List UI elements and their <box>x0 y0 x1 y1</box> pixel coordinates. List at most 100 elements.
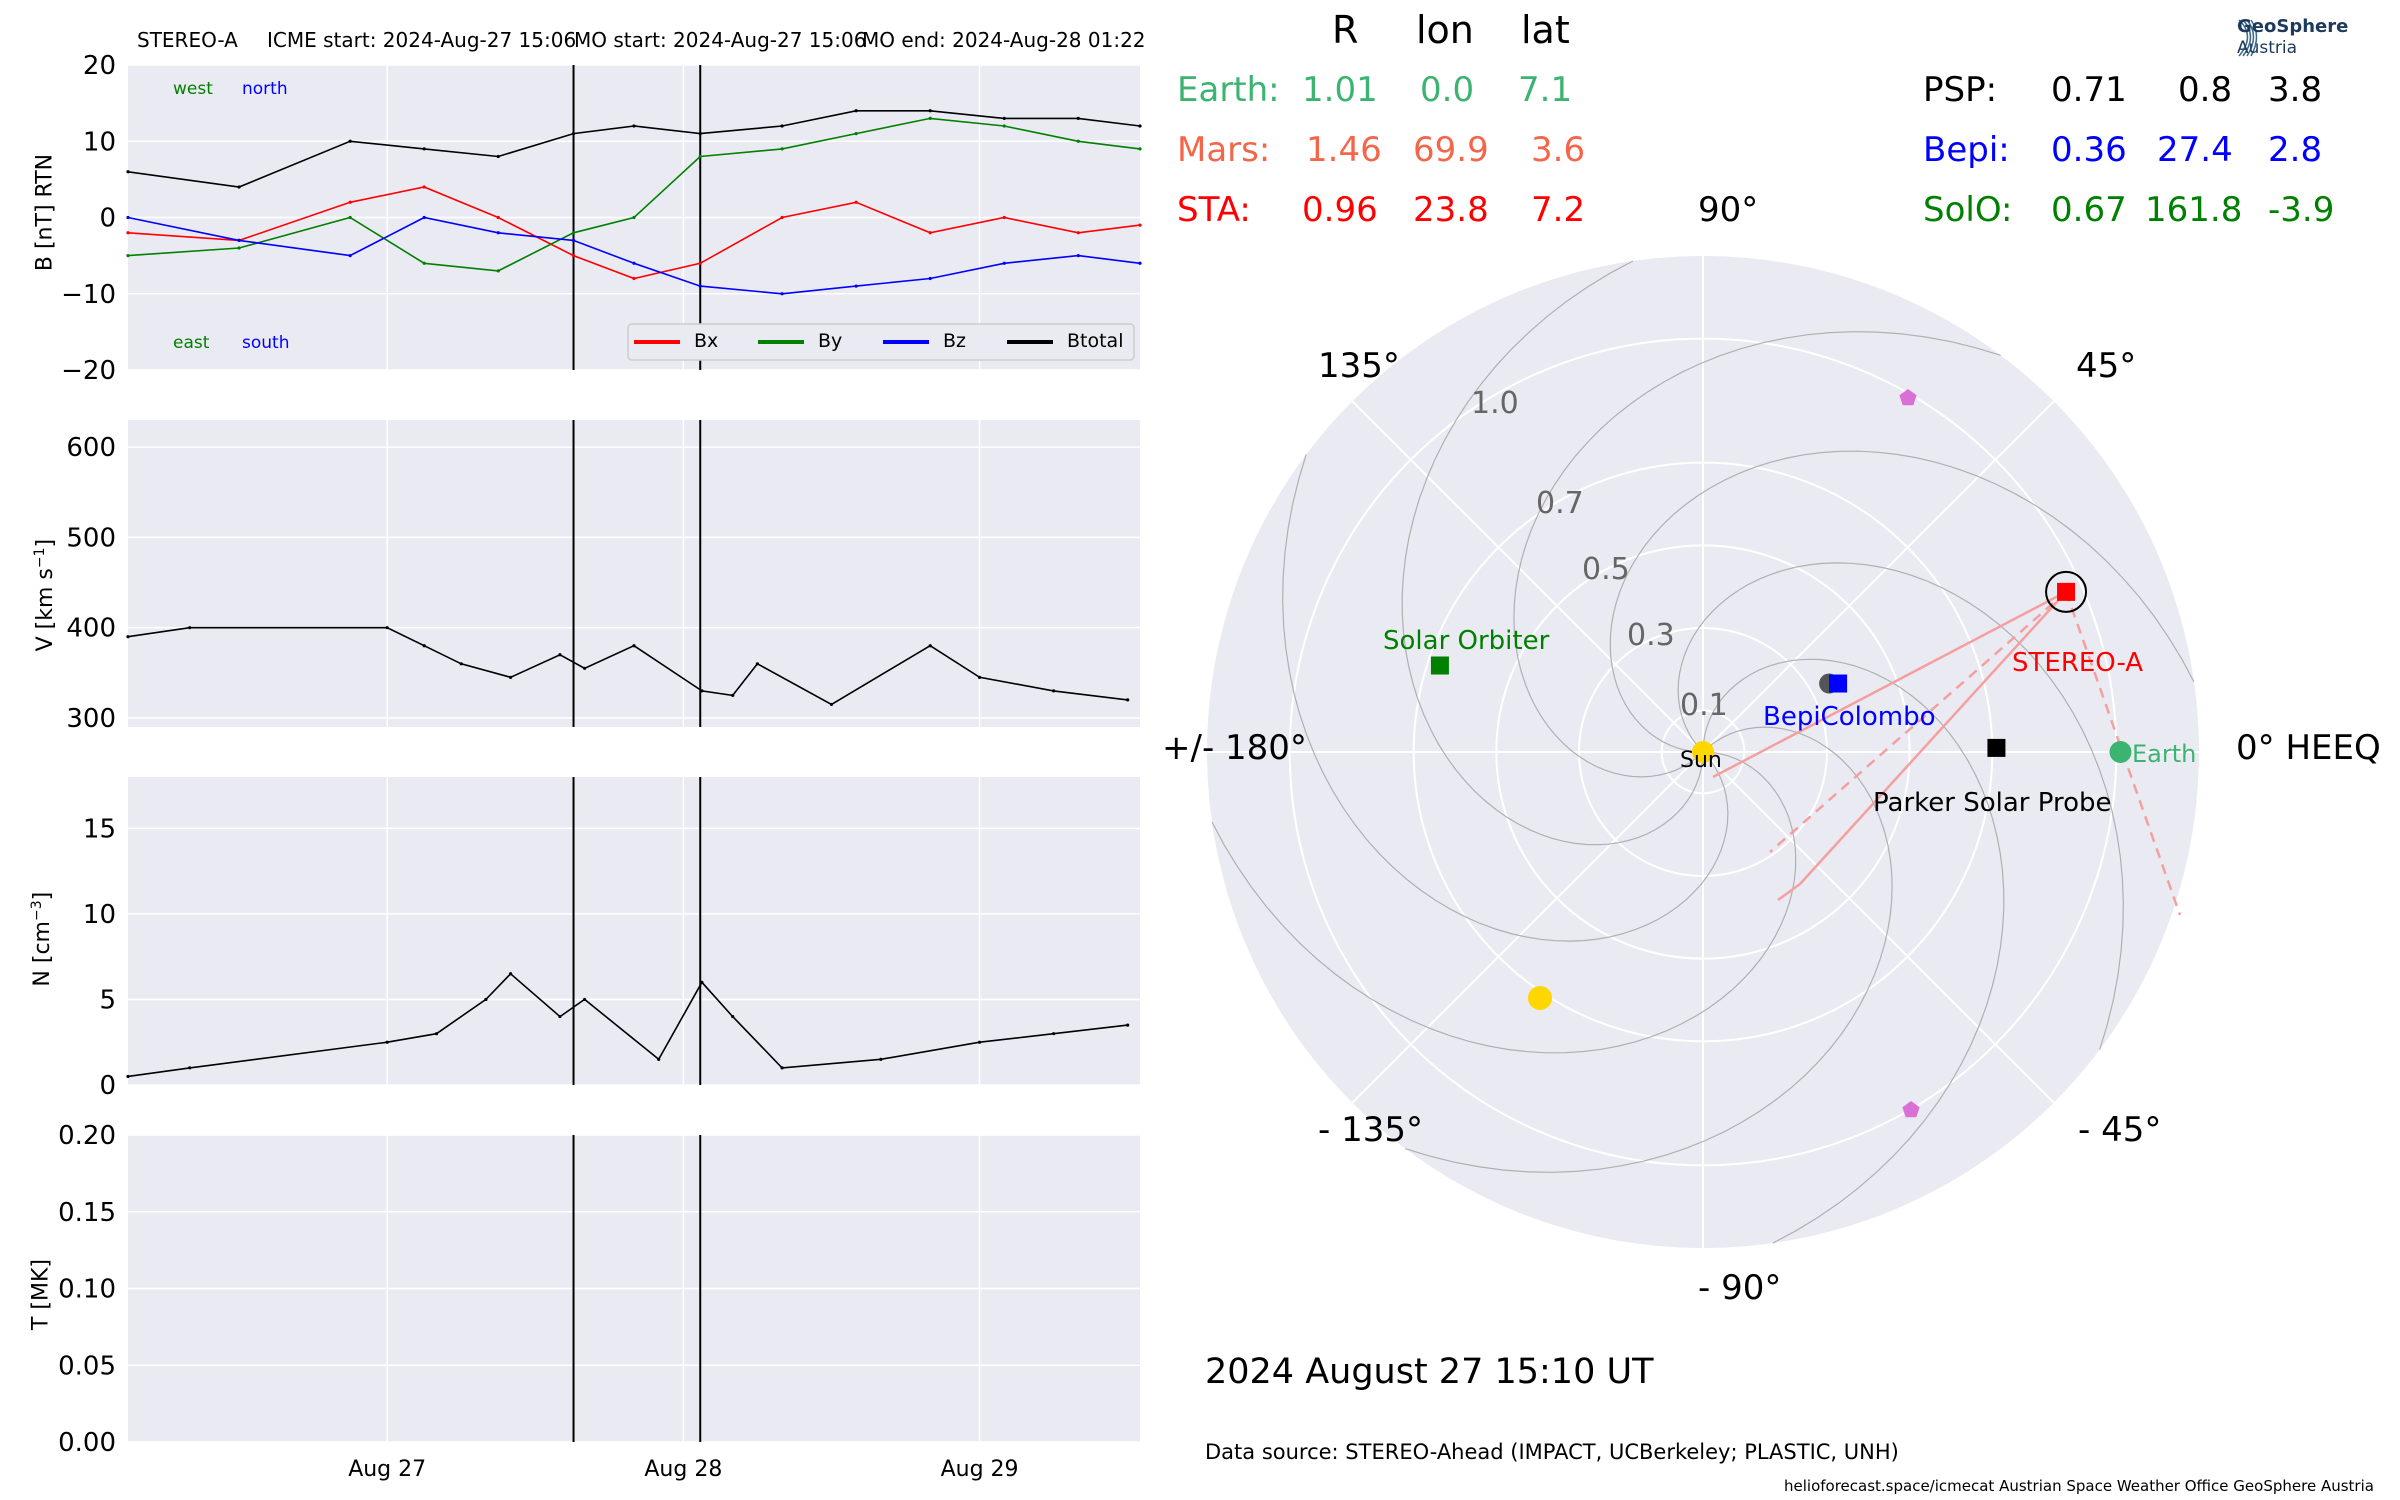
data-point-bx <box>571 254 576 258</box>
data-point-by <box>632 215 636 220</box>
rtick-0-7: 0.7 <box>1536 486 1584 521</box>
row-sta-name: STA: <box>1177 190 1251 230</box>
xtick-label: Aug 29 <box>941 1457 1019 1482</box>
row-sta-lon: 23.8 <box>1413 190 1489 230</box>
angle-label-45: 45° <box>2076 346 2137 386</box>
data-point-by <box>698 154 702 159</box>
data-point-bz <box>348 254 352 258</box>
data-point-btotal <box>1076 116 1080 120</box>
data-point-btotal <box>571 132 576 136</box>
row-earth-name: Earth: <box>1177 70 1280 110</box>
data-point-by <box>928 116 932 120</box>
legend-btotal-label: Btotal <box>1067 330 1124 352</box>
data-point-v <box>632 644 636 648</box>
data-point-n <box>657 1057 661 1061</box>
data-point-btotal <box>126 170 130 174</box>
rtick-0-1: 0.1 <box>1680 688 1728 723</box>
data-point-n <box>385 1040 389 1044</box>
label-psp: Parker Solar Probe <box>1873 788 2112 818</box>
data-point-v <box>422 644 426 648</box>
timestamp: 2024 August 27 15:10 UT <box>1205 1352 1654 1392</box>
data-point-v <box>459 662 463 666</box>
solo-marker <box>1430 656 1449 675</box>
polar-spoke <box>1702 751 2055 1104</box>
rtick-0-5: 0.5 <box>1582 552 1630 587</box>
data-point-n <box>1052 1032 1056 1036</box>
parker-spiral <box>1405 726 1893 1173</box>
data-point-bz <box>1076 254 1080 258</box>
data-point-bz <box>1138 261 1142 265</box>
legend-bz-label: Bz <box>943 330 967 352</box>
data-source: Data source: STEREO-Ahead (IMPACT, UCBer… <box>1205 1440 1899 1464</box>
logo-stroke <box>2246 19 2255 57</box>
logo-line2: Austria <box>2237 38 2298 58</box>
data-point-n <box>700 980 704 984</box>
logo-stroke <box>2250 19 2258 57</box>
row-solo-lon: 161.8 <box>2145 190 2243 230</box>
data-point-v <box>977 675 982 679</box>
data-point-by <box>422 261 426 265</box>
earth-marker <box>2109 741 2132 763</box>
ytick-label: −20 <box>61 356 116 386</box>
ytick-label: 0.05 <box>58 1351 116 1381</box>
header-mo-end: MO end: 2024-Aug-28 01:22 <box>862 28 1146 52</box>
parker-spiral <box>1282 454 1729 942</box>
data-point-by <box>1076 139 1080 143</box>
data-point-v <box>558 653 562 657</box>
data-point-bz <box>780 292 784 296</box>
data-point-v <box>731 693 735 697</box>
data-point-bx <box>1138 223 1142 227</box>
row-bepi-lat: 2.8 <box>2268 130 2323 170</box>
legend-by-label: By <box>818 330 843 352</box>
data-point-bx <box>1076 231 1080 235</box>
ytick-label: 5 <box>99 985 116 1015</box>
table-header-lon: lon <box>1416 8 1474 52</box>
data-point-bz <box>698 284 702 288</box>
label-east: east <box>173 333 210 353</box>
header-icme-start: ICME start: 2024-Aug-27 15:06 <box>267 28 577 52</box>
data-point-btotal <box>928 109 932 113</box>
venus-marker <box>1528 986 1552 1010</box>
angle-label-180: +/- 180° <box>1162 728 1307 768</box>
sta-fov-line <box>1777 882 1801 902</box>
data-point-by <box>571 231 576 235</box>
ytick-label: 600 <box>66 433 116 463</box>
data-point-bz <box>496 231 500 235</box>
label-south: south <box>242 333 290 353</box>
data-point-bz <box>632 261 636 265</box>
row-earth-lon: 0.0 <box>1420 70 1475 110</box>
data-point-bx <box>632 276 636 281</box>
table-header-lat: lat <box>1521 8 1570 52</box>
series-line-btotal <box>127 110 1141 188</box>
rtick-1-0: 1.0 <box>1471 386 1519 421</box>
xtick-label: Aug 27 <box>348 1457 426 1482</box>
label-stereo-a: STEREO-A <box>2012 648 2144 678</box>
panel-2 <box>126 777 1140 1086</box>
parker-spiral <box>1401 260 1704 846</box>
row-solo-lat: -3.9 <box>2268 190 2335 230</box>
data-point-btotal <box>496 154 500 159</box>
row-psp-r: 0.71 <box>2051 70 2127 110</box>
logo-line1: GeoSphere <box>2237 16 2349 37</box>
data-point-n <box>188 1066 192 1070</box>
psp-marker <box>1987 738 2006 757</box>
data-point-n <box>879 1057 883 1061</box>
data-point-v <box>700 689 704 693</box>
polar-spoke <box>1351 751 1704 1104</box>
parker-spiral <box>1513 331 2001 778</box>
data-point-bz <box>571 238 576 242</box>
angle-label-m135: - 135° <box>1318 1110 1423 1150</box>
angle-label-90: 90° <box>1698 190 1759 230</box>
ytick-label: −10 <box>61 280 116 310</box>
row-earth-lat: 7.1 <box>1518 70 1573 110</box>
data-point-by <box>348 215 352 220</box>
ylabel-t: T [MK] <box>28 1259 54 1331</box>
row-psp-lat: 3.8 <box>2268 70 2323 110</box>
stereo-a-ring <box>2045 570 2088 613</box>
panel-background <box>128 420 1140 727</box>
data-point-btotal <box>348 139 352 143</box>
label-earth: Earth <box>2132 740 2197 768</box>
panel-1 <box>126 420 1140 727</box>
logo-icon <box>2238 19 2258 57</box>
